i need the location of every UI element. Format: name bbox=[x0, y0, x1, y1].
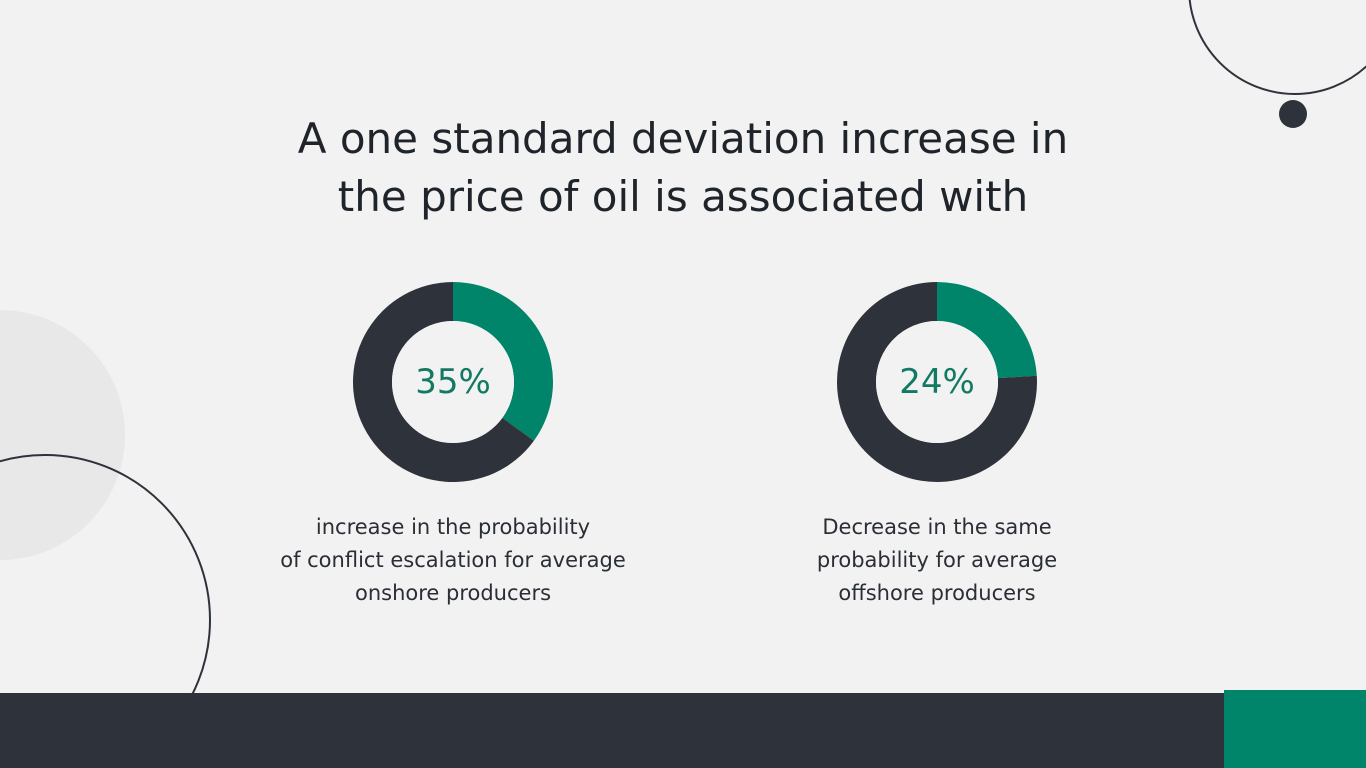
caption-offshore-line-2: probability for average bbox=[816, 548, 1058, 572]
donut-slice-remainder bbox=[837, 282, 1037, 482]
caption-onshore-line-1: increase in the probability bbox=[315, 515, 591, 539]
percent-label-onshore: 35% bbox=[415, 362, 491, 402]
caption-offshore-line-1: Decrease in the same bbox=[822, 515, 1052, 539]
donut-slice-remainder bbox=[353, 282, 534, 482]
donut-hole bbox=[876, 321, 998, 443]
caption-onshore-line-2: of conflict escalation for average bbox=[280, 548, 626, 572]
donut-slice-highlight bbox=[453, 282, 553, 441]
caption-offshore: Decrease in the same probability for ave… bbox=[717, 511, 1157, 610]
footer-bar bbox=[0, 693, 1366, 768]
title-line-1: A one standard deviation increase in bbox=[297, 114, 1069, 163]
percent-label-offshore: 24% bbox=[899, 362, 975, 402]
caption-onshore: increase in the probability of conflict … bbox=[233, 511, 673, 610]
caption-onshore-line-3: onshore producers bbox=[354, 581, 552, 605]
slide-title: A one standard deviation increase in the… bbox=[183, 110, 1183, 226]
stat-onshore: 35% increase in the probability of confl… bbox=[233, 282, 673, 610]
donut-chart-onshore: 35% bbox=[353, 282, 553, 482]
footer-accent-block bbox=[1224, 690, 1366, 768]
title-line-2: the price of oil is associated with bbox=[337, 172, 1029, 221]
donut-chart-offshore: 24% bbox=[837, 282, 1037, 482]
donut-hole bbox=[392, 321, 514, 443]
donut-svg-offshore bbox=[837, 282, 1037, 482]
donut-slice-highlight bbox=[937, 282, 1037, 379]
caption-offshore-line-3: offshore producers bbox=[838, 581, 1036, 605]
stat-offshore: 24% Decrease in the same probability for… bbox=[717, 282, 1157, 610]
donut-svg-onshore bbox=[353, 282, 553, 482]
